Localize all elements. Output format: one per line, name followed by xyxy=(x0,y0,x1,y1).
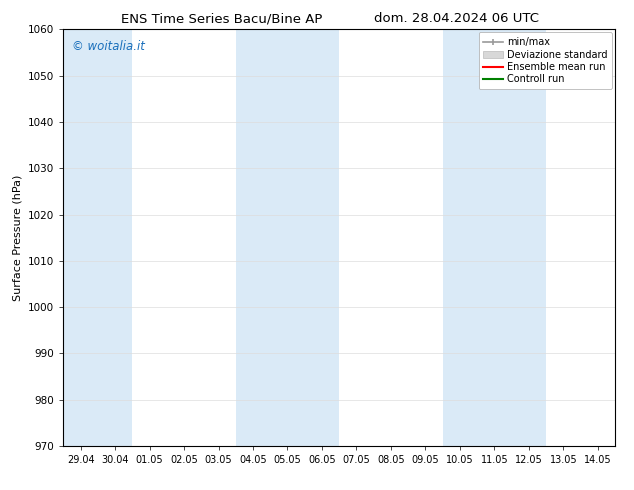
Bar xyxy=(63,29,133,446)
Text: © woitalia.it: © woitalia.it xyxy=(72,40,145,53)
Legend: min/max, Deviazione standard, Ensemble mean run, Controll run: min/max, Deviazione standard, Ensemble m… xyxy=(479,32,612,89)
Text: ENS Time Series Bacu/Bine AP: ENS Time Series Bacu/Bine AP xyxy=(121,12,323,25)
Y-axis label: Surface Pressure (hPa): Surface Pressure (hPa) xyxy=(13,174,23,301)
Text: dom. 28.04.2024 06 UTC: dom. 28.04.2024 06 UTC xyxy=(374,12,539,25)
Bar xyxy=(443,29,546,446)
Bar xyxy=(236,29,339,446)
